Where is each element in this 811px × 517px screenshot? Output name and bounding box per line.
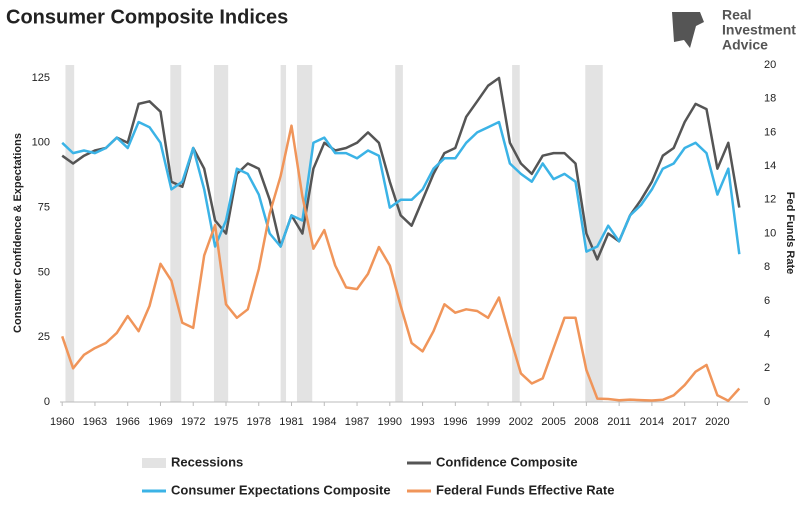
legend-swatch: [407, 461, 431, 465]
recession-band: [280, 65, 287, 402]
y2-tick-label: 18: [764, 93, 776, 105]
recession-band: [296, 65, 313, 402]
x-tick-label: 2005: [541, 416, 565, 428]
logo: Real Investment Advice: [672, 7, 796, 53]
x-tick-label: 1993: [410, 416, 434, 428]
x-tick-label: 2020: [705, 416, 729, 428]
recession-band: [170, 65, 182, 402]
x-tick-label: 1999: [476, 416, 500, 428]
x-tick-label: 1972: [181, 416, 205, 428]
legend-label: Federal Funds Effective Rate: [436, 482, 614, 497]
logo-icon: [672, 12, 704, 48]
x-tick-label: 1996: [443, 416, 467, 428]
x-tick-label: 1960: [50, 416, 74, 428]
y-tick-label: 75: [38, 201, 50, 213]
x-tick-label: 1981: [279, 416, 303, 428]
y2-tick-label: 8: [764, 261, 770, 273]
y2-tick-label: 0: [764, 396, 770, 408]
x-tick-label: 1966: [115, 416, 139, 428]
x-tick-label: 1978: [247, 416, 271, 428]
x-tick-label: 1975: [214, 416, 238, 428]
y2-tick-label: 12: [764, 194, 776, 206]
legend-label: Confidence Composite: [436, 454, 578, 469]
y-tick-label: 0: [44, 396, 50, 408]
x-tick-label: 2008: [574, 416, 598, 428]
y-tick-label: 125: [32, 72, 50, 84]
recession-band: [512, 65, 520, 402]
legend-label: Consumer Expectations Composite: [171, 482, 391, 497]
y2-tick-label: 14: [764, 160, 776, 172]
y-tick-label: 25: [38, 331, 50, 343]
logo-text: Advice: [722, 37, 768, 53]
y-tick-label: 50: [38, 266, 50, 278]
y2-tick-label: 6: [764, 295, 770, 307]
logo-text: Investment: [722, 22, 796, 38]
chart-title: Consumer Composite Indices: [6, 6, 288, 28]
recession-band: [65, 65, 75, 402]
x-tick-label: 2014: [640, 416, 664, 428]
recession-band: [395, 65, 403, 402]
recession-band: [585, 65, 603, 402]
legend-swatch: [142, 489, 166, 493]
y2-tick-label: 16: [764, 126, 776, 138]
x-tick-label: 1990: [378, 416, 402, 428]
legend-label: Recessions: [171, 454, 243, 469]
x-tick-label: 2011: [607, 416, 631, 428]
series-line: [61, 124, 741, 402]
y2-tick-label: 20: [764, 59, 776, 71]
x-tick-label: 2017: [672, 416, 696, 428]
series-line: [61, 120, 741, 255]
y-axis-title: Consumer Confidence & Expectations: [12, 133, 24, 333]
x-tick-label: 2002: [509, 416, 533, 428]
y-tick-label: 100: [32, 137, 50, 149]
x-tick-label: 1963: [83, 416, 107, 428]
y2-axis-title: Fed Funds Rate: [784, 192, 796, 275]
y2-tick-label: 4: [764, 329, 770, 341]
y2-tick-label: 2: [764, 362, 770, 374]
x-tick-label: 1987: [345, 416, 369, 428]
legend-swatch: [142, 458, 166, 468]
x-tick-label: 1969: [148, 416, 172, 428]
legend-swatch: [407, 489, 431, 493]
logo-text: Real: [722, 7, 752, 23]
x-tick-label: 1984: [312, 416, 336, 428]
y2-tick-label: 10: [764, 227, 776, 239]
